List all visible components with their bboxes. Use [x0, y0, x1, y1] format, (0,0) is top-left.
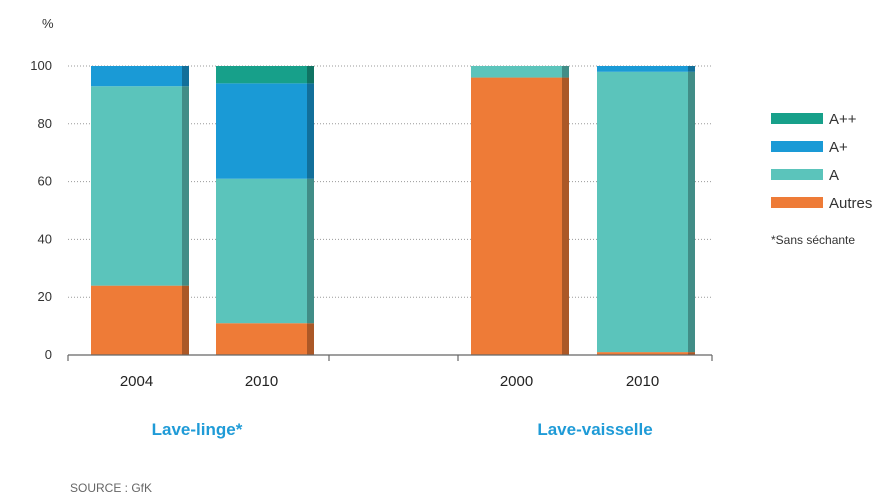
y-tick-label: 20	[38, 289, 52, 304]
legend-label: A++	[829, 111, 857, 128]
gridlines	[68, 65, 712, 298]
bar-segment-side	[688, 71, 695, 353]
bar-segment-autres	[216, 323, 307, 355]
x-category-label: 2000	[500, 373, 533, 390]
bar-segment-autres	[597, 352, 688, 355]
bar-segment-autres	[471, 77, 562, 355]
bar-segment-a	[597, 71, 688, 353]
legend-swatch	[771, 197, 823, 208]
bar-segment-shade	[688, 66, 695, 72]
group-label: Lave-linge*	[152, 420, 243, 439]
y-tick-label: 100	[30, 58, 52, 73]
group-label: Lave-vaisselle	[537, 420, 652, 439]
legend-swatch	[771, 113, 823, 124]
bar-segment-shade	[307, 178, 314, 324]
bar-segment-side	[307, 178, 314, 324]
bars	[91, 66, 695, 355]
legend-label: Autres	[829, 195, 872, 212]
bar-segment-side	[307, 83, 314, 179]
bar-segment-autres	[91, 285, 182, 355]
bar-segment-aplus	[91, 66, 182, 87]
bar-segment-side	[307, 323, 314, 355]
bar-segment-side	[562, 77, 569, 355]
legend-label: A+	[829, 139, 848, 156]
bar-segment-aplus	[597, 66, 688, 72]
x-category-label: 2010	[245, 373, 278, 390]
x-category-label: 2004	[120, 373, 153, 390]
bar-segment-shade	[307, 83, 314, 179]
x-axis-labels: 2004 2010 2000 2010	[120, 373, 659, 390]
x-category-label: 2010	[626, 373, 659, 390]
footnote: *Sans séchante	[771, 233, 855, 247]
bar-segment-aplusplus	[216, 66, 307, 84]
y-axis-ticks: 0 20 40 60 80 100	[30, 58, 52, 362]
bar-segment-shade	[182, 66, 189, 87]
bar-segment-side	[688, 66, 695, 72]
bar-segment-shade	[688, 352, 695, 355]
legend-label: A	[829, 167, 839, 184]
legend-swatch	[771, 169, 823, 180]
y-tick-label: 80	[38, 116, 52, 131]
x-axis	[67, 354, 713, 361]
bar-segment-a	[91, 86, 182, 286]
bar-segment-shade	[562, 66, 569, 78]
source-label: SOURCE : GfK	[70, 481, 152, 495]
bar-segment-side	[307, 66, 314, 84]
bar-segment-side	[182, 285, 189, 355]
group-labels: Lave-linge* Lave-vaisselle	[152, 420, 653, 439]
bar-segment-shade	[562, 77, 569, 355]
bar-segment-side	[562, 66, 569, 78]
bar-segment-a	[216, 178, 307, 324]
bar-segment-shade	[182, 285, 189, 355]
bar-segment-side	[182, 86, 189, 286]
legend: A++ A+ A Autres	[771, 111, 872, 212]
y-tick-label: 40	[38, 231, 52, 246]
bar-segment-shade	[307, 323, 314, 355]
y-tick-label: 0	[45, 347, 52, 362]
bar-segment-a	[471, 66, 562, 78]
bar-segment-side	[688, 352, 695, 355]
bar-segment-shade	[307, 66, 314, 84]
y-tick-label: 60	[38, 174, 52, 189]
legend-swatch	[771, 141, 823, 152]
y-unit-label: %	[42, 16, 54, 31]
bar-segment-shade	[182, 86, 189, 286]
bar-segment-shade	[688, 71, 695, 353]
bar-segment-aplus	[216, 83, 307, 179]
bar-segment-side	[182, 66, 189, 87]
